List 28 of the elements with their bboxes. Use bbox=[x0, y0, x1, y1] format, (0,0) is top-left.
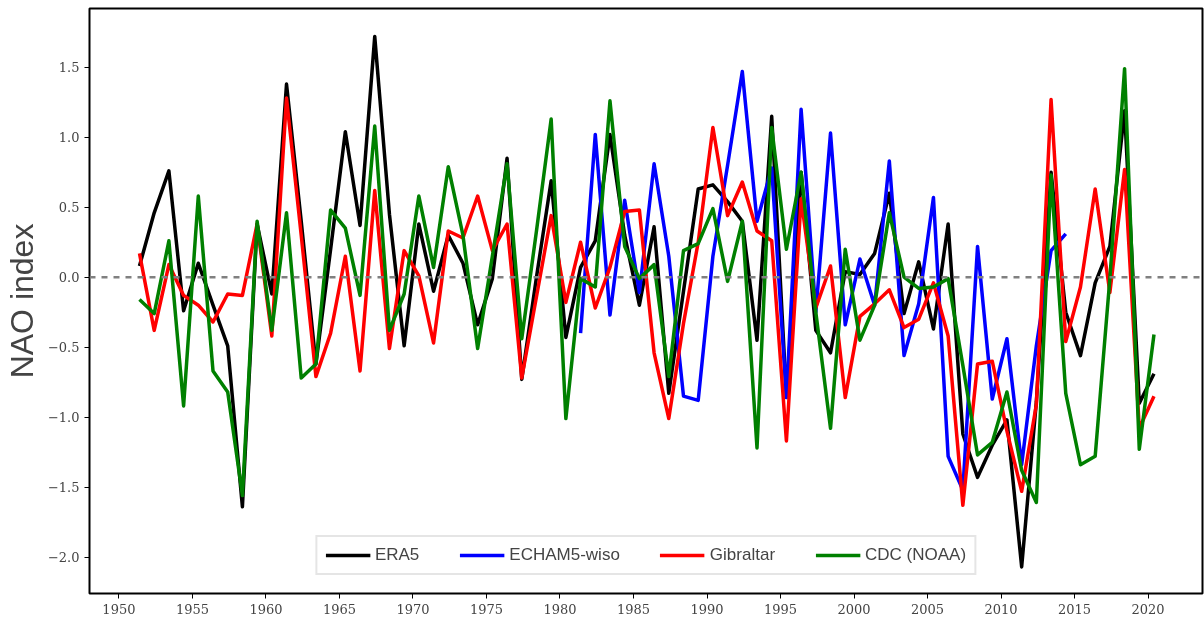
x-tick-label: 2015 bbox=[1058, 601, 1092, 617]
x-tick-label: 2005 bbox=[911, 601, 945, 617]
x-tick-label: 1975 bbox=[469, 601, 504, 617]
y-tick-label: 0.0 bbox=[58, 270, 80, 286]
y-tick-label: 1.5 bbox=[58, 60, 80, 76]
x-tick-label: 1960 bbox=[249, 601, 283, 617]
y-axis-title: NAO index bbox=[3, 223, 40, 379]
x-tick-label: 1980 bbox=[543, 601, 577, 617]
y-tick-label: 1.0 bbox=[58, 130, 80, 146]
y-tick-label: −1.5 bbox=[47, 480, 80, 496]
legend-label: ECHAM5-wiso bbox=[509, 545, 620, 565]
y-tick-label: −1.0 bbox=[47, 410, 80, 426]
x-tick-label: 2000 bbox=[837, 601, 871, 617]
x-tick-label: 1955 bbox=[175, 601, 209, 617]
x-tick-label: 2020 bbox=[1131, 601, 1165, 617]
x-tick-label: 2010 bbox=[984, 601, 1018, 617]
x-tick-label: 1990 bbox=[690, 601, 724, 617]
y-tick-label: −2.0 bbox=[47, 550, 80, 566]
y-tick-label: 0.5 bbox=[58, 200, 80, 216]
y-tick-label: −0.5 bbox=[47, 340, 80, 356]
legend-label: Gibraltar bbox=[709, 545, 776, 565]
legend-label: ERA5 bbox=[374, 545, 420, 565]
x-tick-label: 1970 bbox=[396, 601, 430, 617]
x-tick-label: 1985 bbox=[616, 601, 651, 617]
x-tick-label: 1995 bbox=[763, 601, 798, 617]
legend-label: CDC (NOAA) bbox=[865, 545, 967, 565]
x-tick-label: 1950 bbox=[102, 601, 136, 617]
x-tick-label: 1965 bbox=[322, 601, 356, 617]
